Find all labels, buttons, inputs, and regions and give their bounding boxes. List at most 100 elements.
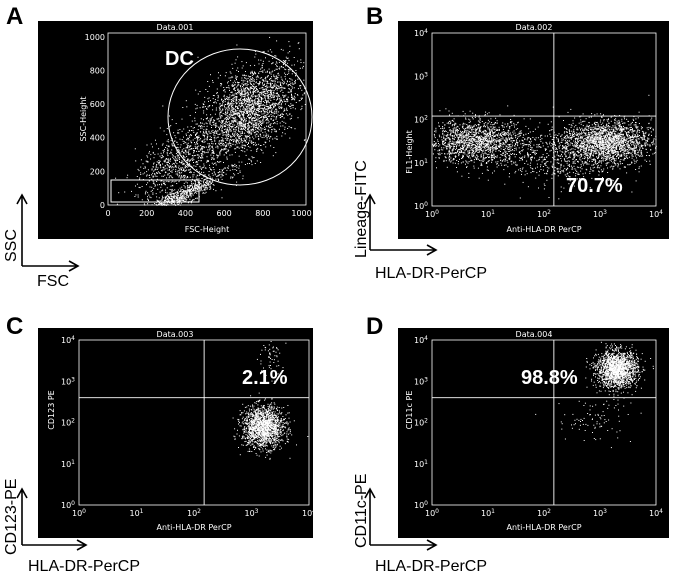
event-dot [291, 70, 293, 72]
event-dot [276, 78, 278, 80]
event-dot [200, 118, 202, 120]
event-dot [473, 150, 475, 152]
event-dot [192, 176, 194, 178]
event-dot [207, 120, 209, 122]
event-dot [257, 131, 259, 133]
event-dot [268, 130, 270, 132]
event-dot [211, 142, 213, 144]
event-dot [167, 164, 169, 166]
event-dot [468, 122, 470, 123]
event-dot [181, 191, 183, 193]
event-dot [160, 204, 161, 206]
event-dot [444, 153, 446, 155]
event-dot [488, 141, 490, 143]
event-dot [190, 190, 191, 192]
event-dot [218, 142, 220, 144]
event-dot [291, 97, 292, 98]
event-dot [266, 111, 268, 113]
event-dot [189, 153, 191, 155]
event-dot [201, 146, 203, 148]
event-dot [239, 122, 241, 124]
event-dot [257, 104, 258, 105]
event-dot [227, 132, 229, 134]
event-dot [252, 78, 254, 80]
event-dot [255, 120, 257, 121]
event-dot [285, 94, 287, 96]
event-dot [221, 137, 223, 138]
event-dot [162, 196, 164, 198]
event-dot [248, 107, 250, 109]
event-dot [220, 139, 222, 141]
event-dot [229, 154, 231, 156]
event-dot [470, 141, 472, 143]
event-dot [177, 132, 178, 134]
event-dot [188, 186, 190, 188]
event-dot [191, 165, 193, 167]
event-dot [458, 155, 460, 157]
event-dot [275, 108, 276, 110]
event-dot [267, 75, 269, 77]
event-dot [183, 182, 185, 184]
event-dot [227, 116, 229, 118]
event-dot [232, 169, 234, 171]
event-dot [124, 191, 126, 193]
event-dot [188, 169, 190, 171]
event-dot [247, 129, 249, 131]
event-dot [245, 89, 247, 91]
event-dot [199, 107, 201, 109]
event-dot [204, 188, 206, 190]
event-dot [496, 163, 498, 165]
event-dot [433, 145, 435, 147]
event-dot [186, 191, 188, 193]
event-dot [282, 87, 284, 89]
event-dot [522, 140, 524, 142]
event-dot [435, 143, 437, 145]
event-dot [240, 104, 242, 106]
event-dot [464, 129, 466, 131]
event-dot [491, 160, 493, 161]
event-dot [210, 132, 212, 134]
event-dot [191, 159, 193, 161]
event-dot [187, 159, 189, 161]
event-dot [165, 199, 167, 201]
event-dot [260, 96, 262, 98]
event-dot [257, 128, 259, 130]
event-dot [238, 99, 240, 100]
event-dot [467, 143, 469, 145]
event-dot [171, 143, 173, 145]
event-dot [271, 63, 273, 65]
event-dot [146, 184, 147, 186]
event-dot [242, 74, 244, 76]
event-dot [237, 130, 239, 132]
event-dot [291, 86, 293, 88]
event-dot [233, 113, 235, 115]
event-dot [295, 75, 296, 77]
event-dot [258, 105, 260, 106]
event-dot [250, 141, 252, 143]
event-dot [164, 181, 166, 183]
panel-b-x-axis-label: Anti-HLA-DR PerCP [506, 225, 581, 234]
event-dot [278, 86, 280, 88]
event-dot [181, 189, 183, 190]
event-dot [147, 199, 149, 201]
event-dot [446, 135, 448, 137]
event-dot [220, 126, 222, 128]
event-dot [209, 146, 211, 148]
event-dot [442, 144, 444, 146]
event-dot [188, 150, 190, 152]
event-dot [262, 119, 264, 121]
event-dot [196, 188, 198, 190]
event-dot [476, 154, 478, 156]
event-dot [222, 113, 224, 114]
event-dot [479, 127, 481, 129]
event-dot [262, 108, 264, 110]
event-dot [255, 124, 257, 126]
event-dot [168, 181, 170, 183]
event-dot [264, 116, 266, 118]
event-dot [258, 123, 260, 124]
event-dot [191, 182, 193, 184]
event-dot [239, 142, 241, 144]
event-dot [250, 73, 252, 75]
event-dot [166, 202, 168, 204]
event-dot [152, 180, 154, 182]
